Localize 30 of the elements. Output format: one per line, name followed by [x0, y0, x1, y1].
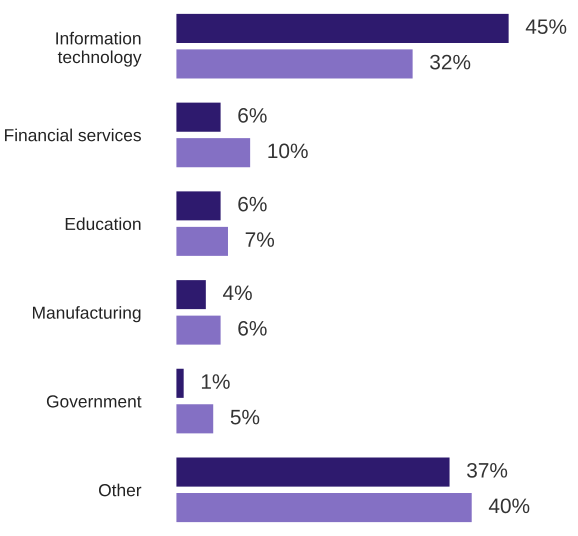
y-tick-label: Manufacturing [32, 306, 140, 322]
bar [176, 316, 221, 345]
bar [176, 280, 206, 310]
bar [176, 191, 221, 220]
data-label: 37% [467, 462, 508, 478]
y-tick-label: Information technology [56, 32, 142, 67]
y-tick-label: Government [46, 395, 142, 408]
bar [176, 138, 250, 168]
data-label: 6% [238, 108, 267, 123]
bar [176, 458, 450, 487]
data-label: 1% [202, 374, 230, 389]
data-label: 40% [488, 498, 530, 514]
y-tick-label: Financial services [5, 128, 141, 142]
bar [176, 14, 509, 43]
data-label: 5% [230, 410, 260, 424]
data-label: 7% [246, 232, 274, 247]
bar [176, 102, 221, 132]
data-label: 10% [268, 143, 308, 158]
bar [176, 226, 228, 256]
data-label: 6% [238, 196, 267, 212]
bar [176, 49, 413, 78]
y-tick-label: Other [98, 484, 142, 496]
data-label: 32% [430, 54, 470, 70]
bar [176, 368, 184, 398]
bar [176, 493, 472, 522]
data-label: 4% [222, 286, 252, 300]
y-tick-label: Education [66, 217, 140, 230]
data-label: 6% [238, 320, 267, 336]
data-label: 45% [526, 19, 566, 34]
bar [176, 404, 214, 434]
